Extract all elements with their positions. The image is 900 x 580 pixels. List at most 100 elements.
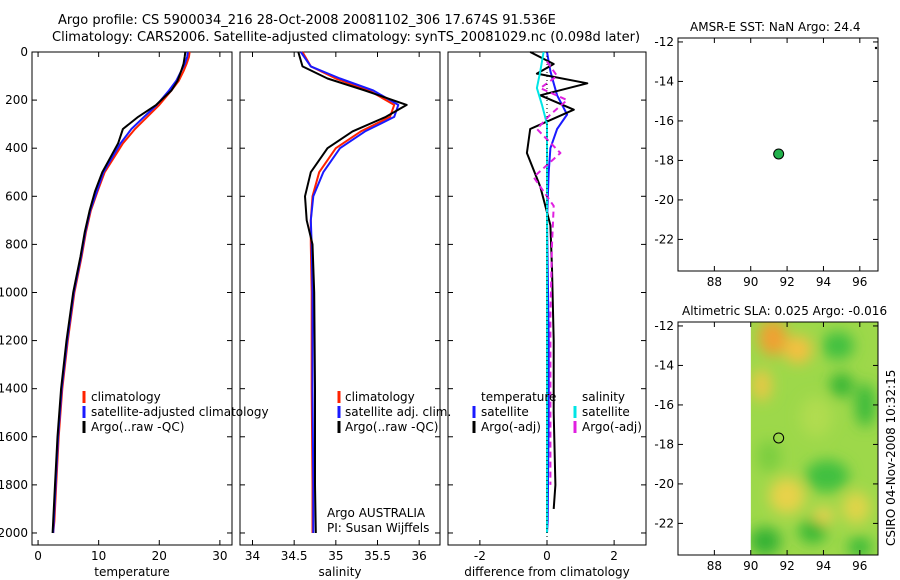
figure-title-line-1: Argo profile: CS 5900034_216 28-Oct-2008… — [58, 13, 556, 28]
altimetric_sla_map-ytick-label: -18 — [654, 437, 674, 451]
difference-xtick-label: -2 — [474, 549, 486, 563]
difference-series-temperature-satellite — [546, 51, 569, 534]
sla-blob — [800, 396, 833, 437]
difference-xtick-label: 2 — [610, 549, 618, 563]
temperature-ytick-label: 0 — [20, 45, 28, 59]
diff-sal-legend-label: Argo(-adj) — [582, 420, 642, 434]
sal-annotation: Argo AUSTRALIA — [327, 506, 426, 520]
temperature-xtick-label: 0 — [34, 549, 42, 563]
sla-blob — [822, 331, 854, 360]
altimetric_sla_map-ytick-label: -14 — [654, 358, 674, 372]
salinity-xtick-label: 34 — [245, 549, 260, 563]
temperature-xtick-label: 30 — [212, 549, 227, 563]
temperature-ytick-label: 800 — [5, 237, 28, 251]
temperature-ytick-label: 1000 — [0, 285, 28, 299]
sla-blob — [798, 519, 827, 544]
sla-blob — [842, 491, 871, 524]
altimetric_sla_map-ytick-label: -16 — [654, 398, 674, 412]
amsre_sst_map-xtick-label: 96 — [852, 275, 867, 289]
temperature-ytick-label: 1200 — [0, 334, 28, 348]
salinity-xlabel: salinity — [318, 565, 361, 579]
salinity-xtick-label: 35.5 — [364, 549, 391, 563]
sla-blob — [855, 382, 876, 427]
altimetric_sla_map-ytick-label: -20 — [654, 477, 674, 491]
altimetric_sla_map-argo-location — [773, 432, 785, 444]
sla-blob — [758, 322, 787, 356]
sla-colour-field — [750, 322, 878, 555]
temp-legend-label: climatology — [91, 390, 161, 404]
salinity-xtick-label: 36 — [412, 549, 427, 563]
temperature-ytick-label: 2000 — [0, 526, 28, 540]
amsre_sst_map-frame — [677, 37, 879, 272]
amsre_sst_map-xtick-label: 88 — [707, 275, 722, 289]
altimetric_sla_map-xtick-label: 88 — [707, 559, 722, 573]
temperature-ytick-label: 200 — [5, 93, 28, 107]
altimetric_sla_map-xtick-label: 92 — [779, 559, 794, 573]
sst-map-title: AMSR-E SST: NaN Argo: 24.4 — [690, 20, 861, 34]
temperature-xtick-label: 20 — [152, 549, 167, 563]
temperature-ytick-label: 400 — [5, 141, 28, 155]
sla-blob — [751, 369, 772, 402]
temperature-series-argo — [51, 51, 187, 534]
altimetric_sla_map-ytick-label: -22 — [654, 516, 674, 530]
sst-edge-dot — [874, 46, 878, 50]
temp-legend-label: satellite-adjusted climatology — [91, 405, 269, 419]
sal-legend-label: climatology — [345, 390, 415, 404]
diff-sal-legend-label: satellite — [582, 405, 630, 419]
temperature-ytick-label: 600 — [5, 189, 28, 203]
amsre_sst_map-argo-location — [773, 148, 785, 160]
sal-annotation: PI: Susan Wijffels — [327, 521, 429, 535]
altimetric_sla_map-ytick-label: -12 — [654, 319, 674, 333]
amsre_sst_map-xtick-label: 90 — [743, 275, 758, 289]
difference-xtick-label: 0 — [543, 549, 551, 563]
temperature-ytick-label: 1800 — [0, 478, 28, 492]
salinity-xtick-label: 34.5 — [281, 549, 308, 563]
temperature-panel: 0 10 20 30 0 200 400 600 800 1000 1200 1400 1600 1800… — [0, 45, 269, 579]
temperature-xtick-label: 10 — [91, 549, 106, 563]
sla-blob — [750, 527, 782, 555]
amsre_sst_map-xtick-label: 94 — [816, 275, 831, 289]
diff-temp-legend-label: temperature — [481, 390, 556, 404]
figure-title-line-2: Climatology: CARS2006. Satellite-adjuste… — [52, 30, 641, 45]
altimetric_sla_map-xtick-label: 90 — [743, 559, 758, 573]
diff-sal-legend-label: salinity — [582, 390, 625, 404]
sla-blob — [756, 440, 781, 473]
sla-blob — [805, 460, 850, 493]
amsre_sst_map-xtick-label: 92 — [779, 275, 794, 289]
difference-xlabel: difference from climatology — [464, 565, 630, 579]
sla-blob — [784, 335, 812, 364]
sla-blob — [769, 477, 806, 514]
sla-blob — [829, 373, 854, 398]
difference-panel: -2 0 2 difference from climatology temperatu… — [447, 51, 647, 579]
sal-legend-label: Argo(..raw -QC) — [345, 420, 438, 434]
salinity-series-satellite — [299, 51, 400, 533]
salinity-panel: 34 34.5 35 35.5 36 salinity climatologysatelli… — [239, 51, 451, 579]
salinity-frame — [239, 51, 441, 546]
sla-map-title: Altimetric SLA: 0.025 Argo: -0.016 — [682, 304, 888, 318]
diff-temp-legend-label: Argo(-adj) — [481, 420, 541, 434]
amsre_sst_map-ytick-label: -18 — [654, 153, 674, 167]
amsre_sst_map-ytick-label: -22 — [654, 232, 674, 246]
salinity-series-argo — [297, 51, 408, 534]
temperature-ytick-label: 1600 — [0, 430, 28, 444]
temperature-frame — [31, 51, 233, 546]
amsre_sst_map-ytick-label: -12 — [654, 35, 674, 49]
sla-blob — [847, 537, 872, 555]
amsre_sst_map-ytick-label: -14 — [654, 74, 674, 88]
altimetric_sla_map-frame — [677, 321, 879, 556]
side-credit-text: CSIRO 04-Nov-2008 10:32:15 — [884, 369, 898, 546]
altimetric_sla_map-xtick-label: 94 — [816, 559, 831, 573]
difference-series-temperature-argo — [525, 51, 589, 509]
salinity-xtick-label: 35 — [328, 549, 343, 563]
temperature-ytick-label: 1400 — [0, 382, 28, 396]
temperature-xlabel: temperature — [94, 565, 169, 579]
sal-legend-label: satellite adj. clim. — [345, 405, 451, 419]
sla-blob — [813, 507, 834, 524]
diff-temp-legend-label: satellite — [481, 405, 529, 419]
temp-legend-label: Argo(..raw -QC) — [91, 420, 184, 434]
amsre_sst_map-panel: 88 90 92 94 96 -12 -14 -16 -18 -20 -22 — [654, 35, 879, 289]
difference-series-salinity-argo — [532, 61, 569, 485]
amsre_sst_map-ytick-label: -20 — [654, 193, 674, 207]
